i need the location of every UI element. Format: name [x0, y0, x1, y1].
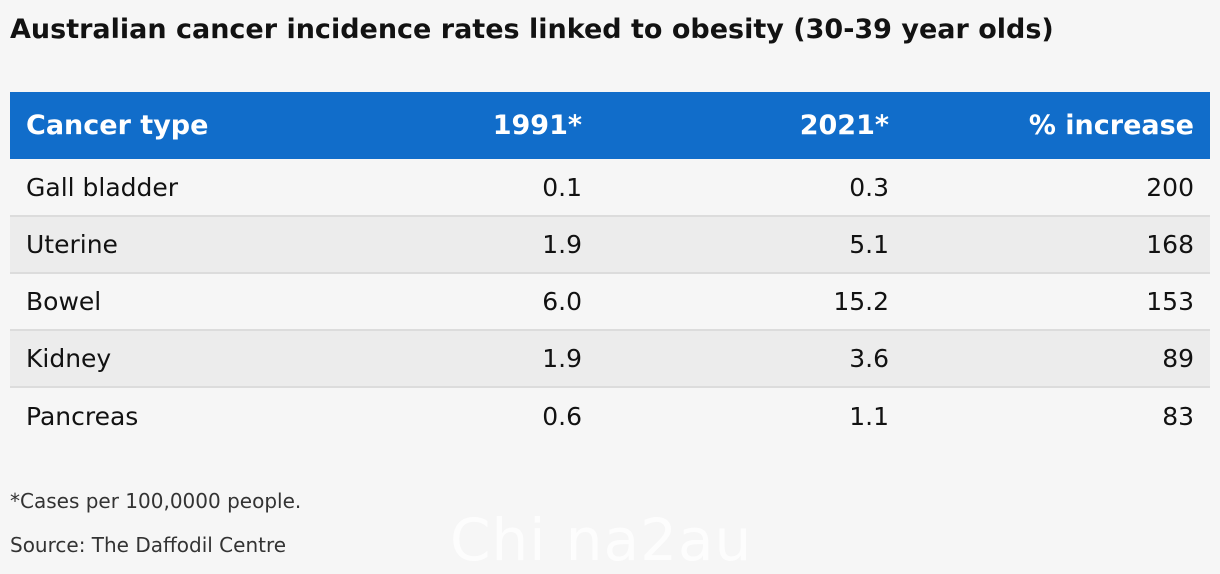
source-note: Source: The Daffodil Centre — [10, 533, 287, 557]
data-table: Cancer type 1991* 2021* % increase Gall … — [10, 92, 1210, 444]
cell-1991: 0.1 — [542, 172, 582, 202]
table-row: Uterine 1.9 5.1 168 — [10, 216, 1210, 273]
table-row: Kidney 1.9 3.6 89 — [10, 330, 1210, 387]
cell-2021: 0.3 — [849, 172, 889, 202]
cell-percent-increase: 83 — [1162, 401, 1194, 431]
cell-cancer-type: Gall bladder — [26, 172, 179, 202]
cell-1991: 1.9 — [542, 344, 582, 373]
table-header-row: Cancer type 1991* 2021* % increase — [10, 92, 1210, 159]
cell-percent-increase: 89 — [1162, 344, 1194, 373]
cell-cancer-type: Uterine — [26, 230, 118, 259]
cell-1991: 6.0 — [542, 287, 582, 316]
column-header-2021: 2021* — [799, 110, 889, 141]
cell-percent-increase: 153 — [1146, 287, 1194, 316]
cell-cancer-type: Kidney — [26, 344, 112, 373]
cell-2021: 1.1 — [849, 401, 889, 431]
column-header-percent-increase: % increase — [1028, 110, 1194, 141]
cell-2021: 15.2 — [833, 287, 889, 316]
column-header-cancer-type: Cancer type — [26, 110, 209, 141]
cell-2021: 5.1 — [849, 230, 889, 259]
table-body: Gall bladder 0.1 0.3 200 Uterine 1.9 5.1… — [10, 159, 1210, 444]
cell-percent-increase: 168 — [1146, 230, 1194, 259]
cell-cancer-type: Bowel — [26, 287, 102, 316]
column-header-1991: 1991* — [492, 110, 582, 141]
footnote: *Cases per 100,0000 people. — [10, 489, 302, 513]
table-row: Gall bladder 0.1 0.3 200 — [10, 159, 1210, 216]
cell-1991: 0.6 — [542, 401, 582, 431]
cell-1991: 1.9 — [542, 230, 582, 259]
cell-2021: 3.6 — [849, 344, 889, 373]
cell-percent-increase: 200 — [1146, 172, 1194, 202]
watermark: Chi na2au — [450, 506, 753, 574]
table-row: Pancreas 0.6 1.1 83 — [10, 387, 1210, 444]
table-row: Bowel 6.0 15.2 153 — [10, 273, 1210, 330]
cell-cancer-type: Pancreas — [26, 401, 139, 431]
chart-title: Australian cancer incidence rates linked… — [10, 14, 1054, 45]
table-header: Cancer type 1991* 2021* % increase — [10, 92, 1210, 159]
